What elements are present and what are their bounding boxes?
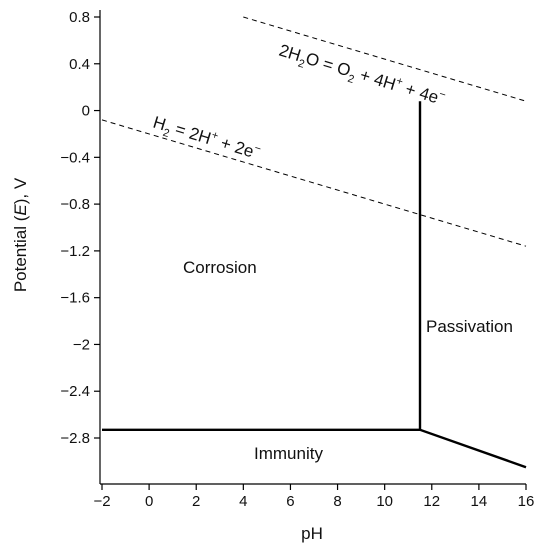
x-tick-label: 8 xyxy=(333,493,341,510)
o2-eq-part: + xyxy=(395,75,405,88)
y-tick-label: −1.6 xyxy=(60,290,90,307)
h2-eq-part: − xyxy=(253,142,263,155)
h2-eq-part: 2 xyxy=(161,127,170,140)
solid-boundary-line xyxy=(102,428,527,469)
x-tick-label: 2 xyxy=(192,493,200,510)
oxygen-equation-label: 2H2O = O2 + 4H+ + 4e− xyxy=(276,40,448,113)
o2-eq-part: 2 xyxy=(296,58,305,71)
corrosion-label: Corrosion xyxy=(183,258,257,277)
x-axis-title: pH xyxy=(301,524,323,543)
y-tick-label: −0.4 xyxy=(60,149,90,166)
x-tick-label: 10 xyxy=(376,493,393,510)
h2-eq-part: H xyxy=(151,113,168,135)
o2-eq-part: − xyxy=(438,88,448,101)
h2-eq-part: + xyxy=(210,129,220,142)
o2-eq-part: + 4H xyxy=(353,64,398,94)
chart-marks: −2 0 2 4 6 8 10 12 14 160.80.40−0.4−0.8−1.2−1.6−2… xyxy=(60,9,534,510)
y-tick-label: 0 xyxy=(82,103,90,120)
immunity-label: Immunity xyxy=(254,444,323,463)
x-tick-label: −2 xyxy=(93,493,110,510)
hydrogen-equation-label: H2 = 2H+ + 2e− xyxy=(150,112,263,167)
x-tick-label: 14 xyxy=(471,493,488,510)
y-axis-title-part: Potential ( xyxy=(11,215,30,292)
y-axis-title: Potential (E), V xyxy=(11,177,30,292)
y-tick-label: −0.8 xyxy=(60,196,90,213)
y-tick-label: −2.8 xyxy=(60,430,90,447)
y-axis-title-part: ), V xyxy=(11,177,30,204)
x-tick-label: 0 xyxy=(145,493,153,510)
x-tick-label: 16 xyxy=(518,493,535,510)
o2-eq-part: O = O xyxy=(303,49,352,81)
y-tick-label: 0.8 xyxy=(69,9,90,26)
y-tick-label: −2 xyxy=(73,336,90,353)
y-tick-label: −1.2 xyxy=(60,243,90,260)
x-tick-label: 6 xyxy=(286,493,294,510)
x-tick-label: 4 xyxy=(239,493,247,510)
dashed-equilibrium-line xyxy=(101,119,527,247)
y-tick-label: −2.4 xyxy=(60,383,90,400)
o2-eq-part: 2 xyxy=(346,73,355,86)
h2-eq-part: + 2e xyxy=(214,132,256,161)
y-tick-label: 0.4 xyxy=(69,56,90,73)
x-tick-label: 12 xyxy=(423,493,440,510)
passivation-label: Passivation xyxy=(426,317,513,336)
h2-eq-part: = 2H xyxy=(168,118,213,148)
y-axis-title-part: E xyxy=(11,204,30,216)
dashed-equilibrium-line xyxy=(243,16,527,102)
